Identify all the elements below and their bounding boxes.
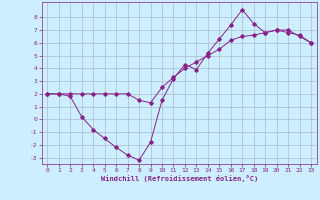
X-axis label: Windchill (Refroidissement éolien,°C): Windchill (Refroidissement éolien,°C) [100,175,258,182]
